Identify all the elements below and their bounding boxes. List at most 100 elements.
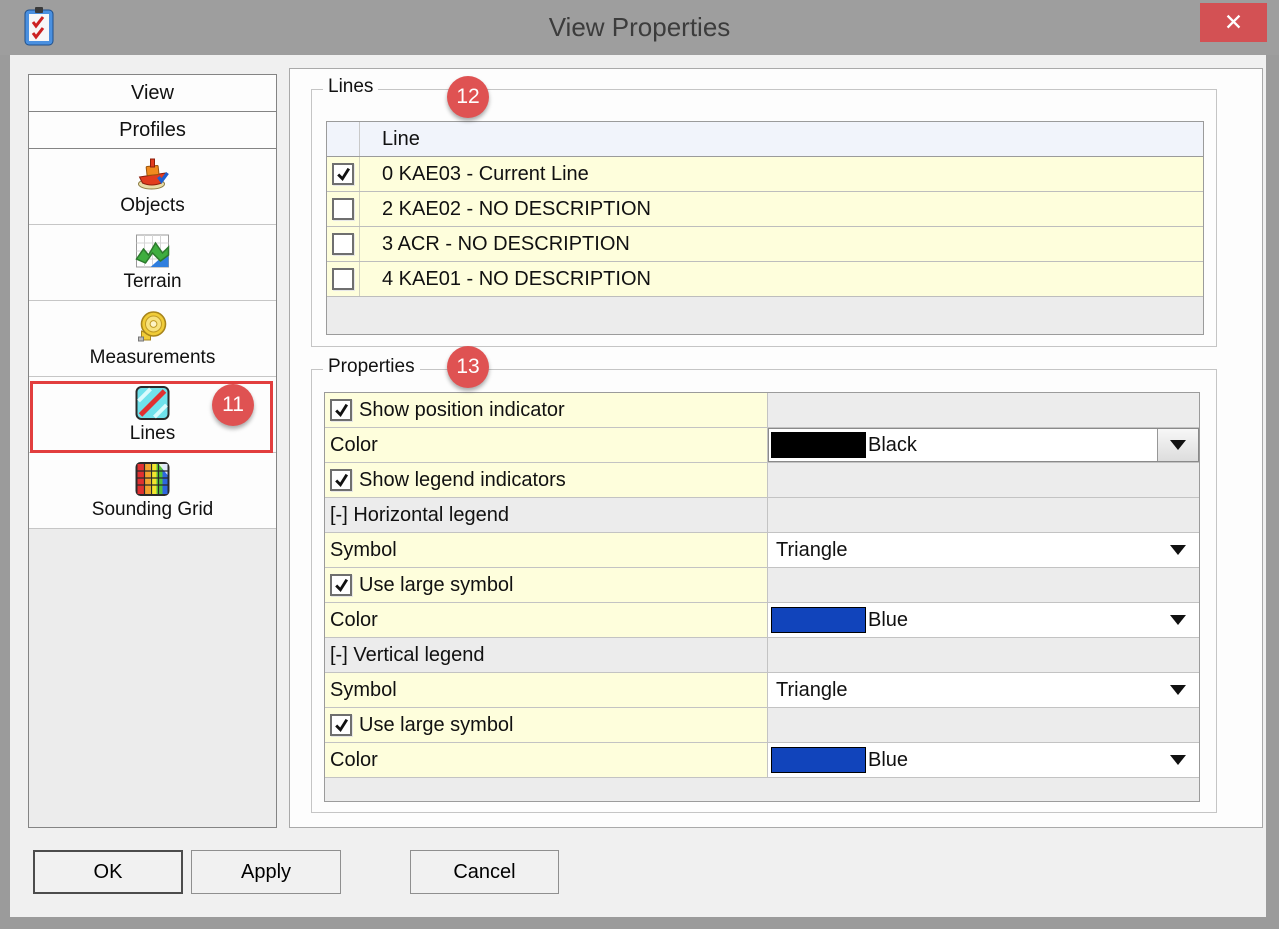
row-checkbox-cell xyxy=(327,157,360,191)
property-value-cell[interactable]: Triangle xyxy=(768,673,1199,707)
row-checkbox[interactable] xyxy=(332,198,354,220)
property-value-cell[interactable]: Blue xyxy=(768,743,1199,777)
row-checkbox-cell xyxy=(327,192,360,226)
color-swatch xyxy=(771,747,866,773)
dropdown-value[interactable]: Triangle xyxy=(776,678,848,701)
lines-group-label: Lines xyxy=(323,76,379,98)
category-label: [-] Horizontal legend xyxy=(330,503,509,526)
sidebar-item-label: Terrain xyxy=(123,271,182,292)
property-row-use-large-symbol: Use large symbol xyxy=(325,708,1199,743)
row-checkbox-cell xyxy=(327,262,360,296)
property-checkbox[interactable] xyxy=(330,574,352,596)
property-row-color: Color Blue xyxy=(325,603,1199,638)
property-label: Use large symbol xyxy=(359,713,514,736)
row-label: 0 KAE03 - Current Line xyxy=(382,162,589,185)
color-swatch xyxy=(771,607,866,633)
tape-measure-icon xyxy=(134,308,171,345)
sidebar-item-sounding-grid[interactable]: Sounding Grid xyxy=(29,453,276,529)
property-value-cell[interactable]: Triangle xyxy=(768,533,1199,567)
property-row-horizontal-legend: [-] Horizontal legend xyxy=(325,498,1199,533)
property-label-cell: Show legend indicators xyxy=(325,463,768,497)
row-checkbox[interactable] xyxy=(332,163,354,185)
sidebar-item-label: Sounding Grid xyxy=(91,499,214,520)
property-checkbox[interactable] xyxy=(330,469,352,491)
dropdown-arrow-button[interactable] xyxy=(1157,429,1198,461)
property-label-cell: Color xyxy=(325,743,768,777)
property-value-cell xyxy=(768,638,1199,672)
property-label: Use large symbol xyxy=(359,573,514,596)
sidebar-item-terrain[interactable]: Terrain xyxy=(29,225,276,301)
main-panel: Lines Line 0 KAE03 - Current Line 2 KAE02… xyxy=(289,68,1263,828)
property-row-color: Color Black xyxy=(325,428,1199,463)
chevron-down-icon[interactable] xyxy=(1170,755,1186,765)
row-label: 4 KAE01 - NO DESCRIPTION xyxy=(382,267,651,290)
property-label-cell: Color xyxy=(325,603,768,637)
category-label: [-] Vertical legend xyxy=(330,643,485,666)
sidebar-item-objects[interactable]: Objects xyxy=(29,149,276,225)
property-row-show-position-indicator: Show position indicator xyxy=(325,393,1199,428)
property-label: Show legend indicators xyxy=(359,468,566,491)
property-value-cell: Black xyxy=(768,428,1199,462)
row-label: 2 KAE02 - NO DESCRIPTION xyxy=(382,197,651,220)
property-row-show-legend-indicators: Show legend indicators xyxy=(325,463,1199,498)
sidebar-item-label: Lines xyxy=(129,423,176,444)
property-row-use-large-symbol: Use large symbol xyxy=(325,568,1199,603)
checkbox-column-header xyxy=(327,122,360,156)
lines-table-filler xyxy=(327,297,1203,334)
property-row-vertical-legend: [-] Vertical legend xyxy=(325,638,1199,673)
property-row-symbol: Symbol Triangle xyxy=(325,533,1199,568)
cancel-button[interactable]: Cancel xyxy=(410,850,559,894)
tab-profiles[interactable]: Profiles xyxy=(29,112,276,149)
sidebar-item-measurements[interactable]: Measurements xyxy=(29,301,276,377)
properties-group-label: Properties xyxy=(323,356,420,378)
lines-groupbox: Lines Line 0 KAE03 - Current Line 2 KAE02… xyxy=(311,76,1217,347)
sidebar: View Profiles Objects Terrain Measurements L… xyxy=(28,74,277,828)
close-button[interactable]: ✕ xyxy=(1200,3,1267,42)
color-combobox[interactable]: Black xyxy=(768,428,1199,462)
property-label-cell: Symbol xyxy=(325,533,768,567)
lines-icon xyxy=(134,384,171,421)
property-label-cell: Use large symbol xyxy=(325,708,768,742)
row-checkbox[interactable] xyxy=(332,268,354,290)
table-row[interactable]: 2 KAE02 - NO DESCRIPTION xyxy=(327,192,1203,227)
property-row-symbol: Symbol Triangle xyxy=(325,673,1199,708)
property-label: Symbol xyxy=(330,538,397,561)
property-label: Symbol xyxy=(330,678,397,701)
property-value-cell xyxy=(768,568,1199,602)
apply-button[interactable]: Apply xyxy=(191,850,341,894)
chevron-down-icon[interactable] xyxy=(1170,545,1186,555)
ok-button[interactable]: OK xyxy=(33,850,183,894)
property-label-cell: Show position indicator xyxy=(325,393,768,427)
title-bar: View Properties ✕ xyxy=(0,0,1279,55)
tab-view[interactable]: View xyxy=(29,75,276,112)
chevron-down-icon xyxy=(1170,440,1186,450)
property-grid: Show position indicator Color Black Show le… xyxy=(324,392,1200,802)
property-label: Color xyxy=(330,608,378,631)
property-value-cell xyxy=(768,708,1199,742)
property-label: Color xyxy=(330,433,378,456)
property-label: Show position indicator xyxy=(359,398,565,421)
dropdown-value[interactable]: Triangle xyxy=(776,538,848,561)
property-checkbox[interactable] xyxy=(330,714,352,736)
property-label-cell: Use large symbol xyxy=(325,568,768,602)
boat-icon xyxy=(134,156,171,193)
row-checkbox[interactable] xyxy=(332,233,354,255)
color-value: Blue xyxy=(868,748,909,771)
row-checkbox-cell xyxy=(327,227,360,261)
sidebar-filler xyxy=(29,529,276,827)
property-value-cell[interactable]: Blue xyxy=(768,603,1199,637)
sounding-grid-icon xyxy=(134,460,171,497)
property-label-cell: [-] Horizontal legend xyxy=(325,498,768,532)
annotation-badge-11: 11 xyxy=(212,384,254,426)
table-row[interactable]: 3 ACR - NO DESCRIPTION xyxy=(327,227,1203,262)
table-row[interactable]: 4 KAE01 - NO DESCRIPTION xyxy=(327,262,1203,297)
chevron-down-icon[interactable] xyxy=(1170,615,1186,625)
property-value-cell xyxy=(768,463,1199,497)
chevron-down-icon[interactable] xyxy=(1170,685,1186,695)
app-icon xyxy=(24,7,54,47)
table-row[interactable]: 0 KAE03 - Current Line xyxy=(327,157,1203,192)
line-column-header: Line xyxy=(382,127,420,150)
property-checkbox[interactable] xyxy=(330,399,352,421)
close-icon: ✕ xyxy=(1223,9,1244,35)
